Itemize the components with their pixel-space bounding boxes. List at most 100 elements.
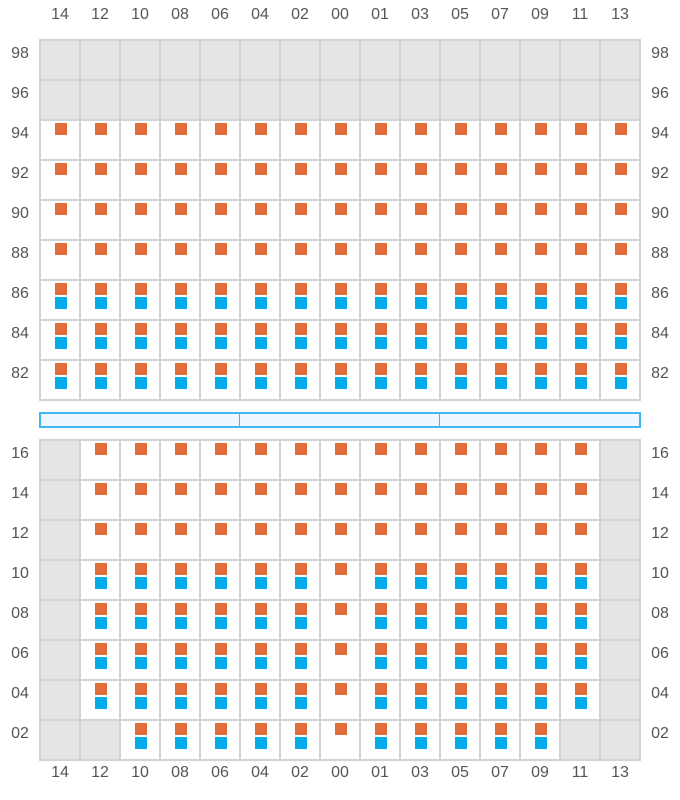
slot-16-00[interactable] — [321, 441, 359, 479]
slot-86-11[interactable] — [561, 281, 599, 319]
slot-82-12[interactable] — [81, 361, 119, 399]
slot-12-11[interactable] — [561, 521, 599, 559]
slot-12-06[interactable] — [201, 521, 239, 559]
slot-88-14[interactable] — [41, 241, 79, 279]
slot-12-04[interactable] — [241, 521, 279, 559]
slot-94-04[interactable] — [241, 121, 279, 159]
slot-02-01[interactable] — [361, 721, 399, 759]
slot-92-09[interactable] — [521, 161, 559, 199]
slot-86-09[interactable] — [521, 281, 559, 319]
slot-94-01[interactable] — [361, 121, 399, 159]
slot-04-08[interactable] — [161, 681, 199, 719]
slot-94-08[interactable] — [161, 121, 199, 159]
slot-92-04[interactable] — [241, 161, 279, 199]
slot-90-05[interactable] — [441, 201, 479, 239]
slot-04-00[interactable] — [321, 681, 359, 719]
slot-84-11[interactable] — [561, 321, 599, 359]
slot-06-02[interactable] — [281, 641, 319, 679]
slot-88-13[interactable] — [601, 241, 639, 279]
slot-08-06[interactable] — [201, 601, 239, 639]
slot-12-08[interactable] — [161, 521, 199, 559]
slot-90-00[interactable] — [321, 201, 359, 239]
slot-02-05[interactable] — [441, 721, 479, 759]
slot-14-04[interactable] — [241, 481, 279, 519]
slot-84-06[interactable] — [201, 321, 239, 359]
slot-08-00[interactable] — [321, 601, 359, 639]
slot-10-06[interactable] — [201, 561, 239, 599]
slot-88-06[interactable] — [201, 241, 239, 279]
slot-86-01[interactable] — [361, 281, 399, 319]
slot-82-04[interactable] — [241, 361, 279, 399]
slot-16-11[interactable] — [561, 441, 599, 479]
slot-08-05[interactable] — [441, 601, 479, 639]
slot-92-02[interactable] — [281, 161, 319, 199]
slot-02-04[interactable] — [241, 721, 279, 759]
slot-16-02[interactable] — [281, 441, 319, 479]
slot-12-00[interactable] — [321, 521, 359, 559]
slot-10-07[interactable] — [481, 561, 519, 599]
slot-14-02[interactable] — [281, 481, 319, 519]
slot-12-07[interactable] — [481, 521, 519, 559]
slot-06-05[interactable] — [441, 641, 479, 679]
slot-06-06[interactable] — [201, 641, 239, 679]
slot-88-02[interactable] — [281, 241, 319, 279]
slot-12-10[interactable] — [121, 521, 159, 559]
slot-82-14[interactable] — [41, 361, 79, 399]
slot-04-05[interactable] — [441, 681, 479, 719]
slot-84-02[interactable] — [281, 321, 319, 359]
slot-14-10[interactable] — [121, 481, 159, 519]
slot-10-11[interactable] — [561, 561, 599, 599]
slot-84-04[interactable] — [241, 321, 279, 359]
slot-94-05[interactable] — [441, 121, 479, 159]
slot-02-07[interactable] — [481, 721, 519, 759]
slot-86-04[interactable] — [241, 281, 279, 319]
slot-14-11[interactable] — [561, 481, 599, 519]
slot-84-12[interactable] — [81, 321, 119, 359]
slot-14-09[interactable] — [521, 481, 559, 519]
slot-82-01[interactable] — [361, 361, 399, 399]
slot-16-03[interactable] — [401, 441, 439, 479]
slot-86-12[interactable] — [81, 281, 119, 319]
slot-14-06[interactable] — [201, 481, 239, 519]
slot-84-00[interactable] — [321, 321, 359, 359]
slot-92-12[interactable] — [81, 161, 119, 199]
slot-04-12[interactable] — [81, 681, 119, 719]
slot-02-10[interactable] — [121, 721, 159, 759]
slot-06-10[interactable] — [121, 641, 159, 679]
slot-86-05[interactable] — [441, 281, 479, 319]
slot-16-04[interactable] — [241, 441, 279, 479]
slot-14-07[interactable] — [481, 481, 519, 519]
slot-16-09[interactable] — [521, 441, 559, 479]
slot-10-02[interactable] — [281, 561, 319, 599]
slot-06-12[interactable] — [81, 641, 119, 679]
slot-88-08[interactable] — [161, 241, 199, 279]
slot-84-05[interactable] — [441, 321, 479, 359]
slot-92-14[interactable] — [41, 161, 79, 199]
slot-14-00[interactable] — [321, 481, 359, 519]
slot-02-00[interactable] — [321, 721, 359, 759]
slot-02-09[interactable] — [521, 721, 559, 759]
slot-82-07[interactable] — [481, 361, 519, 399]
slot-04-10[interactable] — [121, 681, 159, 719]
slot-14-03[interactable] — [401, 481, 439, 519]
slot-84-14[interactable] — [41, 321, 79, 359]
slot-06-07[interactable] — [481, 641, 519, 679]
slot-10-03[interactable] — [401, 561, 439, 599]
slot-94-09[interactable] — [521, 121, 559, 159]
slot-04-06[interactable] — [201, 681, 239, 719]
slot-08-08[interactable] — [161, 601, 199, 639]
slot-90-11[interactable] — [561, 201, 599, 239]
slot-16-07[interactable] — [481, 441, 519, 479]
slot-84-09[interactable] — [521, 321, 559, 359]
slot-88-05[interactable] — [441, 241, 479, 279]
slot-94-12[interactable] — [81, 121, 119, 159]
slot-90-12[interactable] — [81, 201, 119, 239]
slot-88-00[interactable] — [321, 241, 359, 279]
slot-82-00[interactable] — [321, 361, 359, 399]
slot-90-09[interactable] — [521, 201, 559, 239]
slot-88-03[interactable] — [401, 241, 439, 279]
slot-86-06[interactable] — [201, 281, 239, 319]
slot-92-01[interactable] — [361, 161, 399, 199]
slot-08-02[interactable] — [281, 601, 319, 639]
slot-08-12[interactable] — [81, 601, 119, 639]
